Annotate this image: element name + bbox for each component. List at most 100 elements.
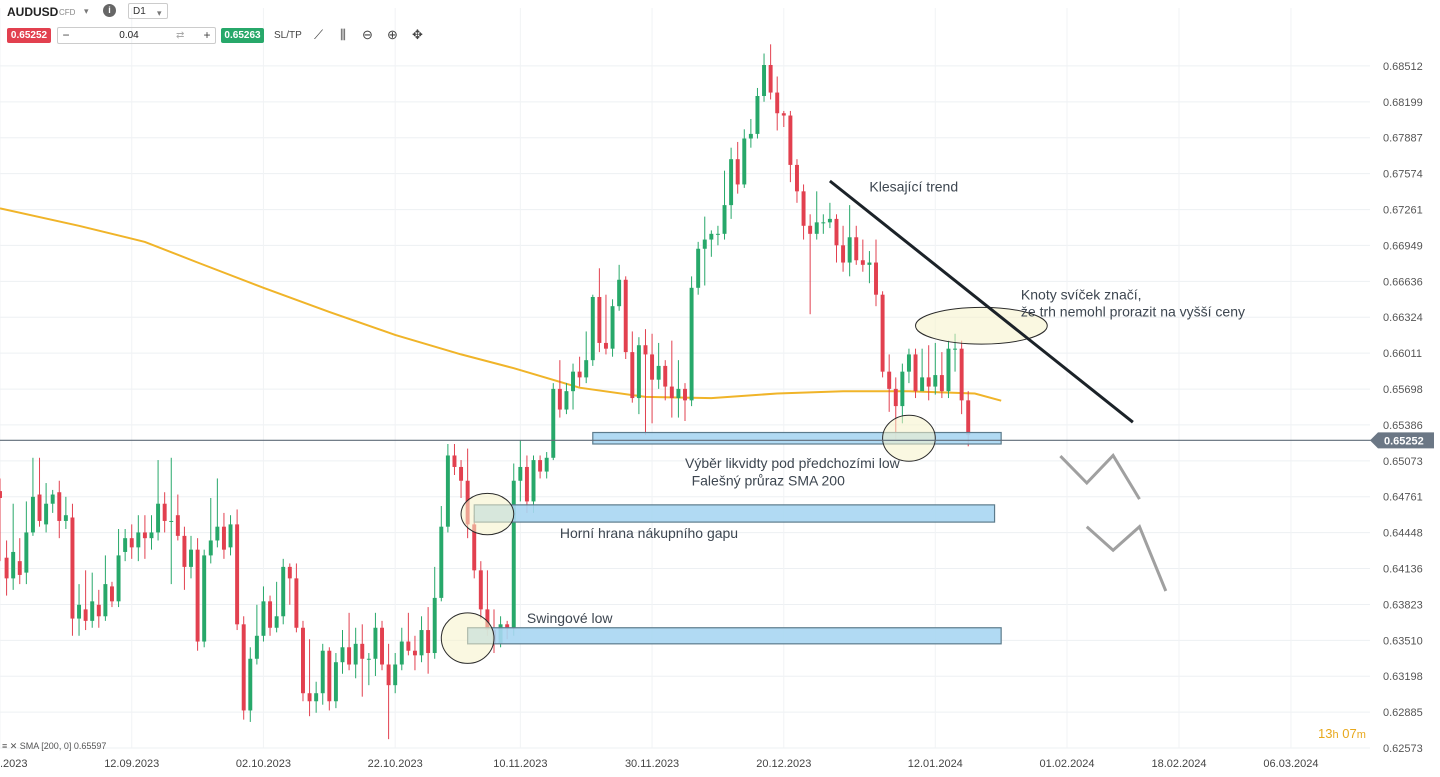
candle xyxy=(643,329,648,435)
candle-body xyxy=(531,460,536,502)
candle-body xyxy=(175,515,180,536)
candle xyxy=(794,159,799,203)
candle xyxy=(50,489,55,513)
candle xyxy=(827,202,832,229)
candle-body xyxy=(221,526,226,550)
candle xyxy=(274,581,279,633)
annotation-fake-break: Falešný průraz SMA 200 xyxy=(692,472,846,488)
time-axis[interactable]: 23.08.2023 12.09.2023 02.10.2023 22.10.2023… xyxy=(0,758,1318,770)
zones-layer xyxy=(467,431,1002,645)
x-tick-label: 23.08.2023 xyxy=(0,758,28,770)
candle-body xyxy=(959,348,964,401)
candle-countdown: 13h 07m xyxy=(1318,726,1366,741)
candle-body xyxy=(729,159,734,206)
increase-quantity-button[interactable]: + xyxy=(203,28,211,42)
candle-body xyxy=(617,279,622,307)
candle xyxy=(610,299,615,357)
candle xyxy=(37,457,42,527)
x-tick-label: 12.09.2023 xyxy=(104,758,159,770)
quantity-input[interactable]: 0.04 xyxy=(119,30,139,41)
symbol-dropdown-icon[interactable]: ▾ xyxy=(84,6,89,16)
candle-body xyxy=(788,115,793,165)
annotation-downtrend: Klesající trend xyxy=(869,178,958,194)
candle-body xyxy=(254,635,259,659)
candle-body xyxy=(274,616,279,628)
candle xyxy=(729,147,734,219)
sell-price-button[interactable]: 0.65252 xyxy=(7,28,51,43)
candle xyxy=(11,503,16,590)
candle xyxy=(571,363,576,410)
sma-indicator-legend[interactable]: ≡ ✕ SMA [200, 0] 0.65597 xyxy=(2,741,107,751)
quantity-stepper[interactable]: − 0.04 ⇄ + xyxy=(57,27,216,44)
candle xyxy=(261,586,266,642)
candle xyxy=(801,184,806,240)
candle-body xyxy=(57,492,62,521)
candle-body xyxy=(478,570,483,610)
candle xyxy=(669,340,674,418)
x-tick-label: 30.11.2023 xyxy=(625,758,679,770)
candle-body xyxy=(650,354,655,380)
liquidity-zone xyxy=(473,504,996,523)
line-tool-icon[interactable]: ⟋ xyxy=(314,27,324,42)
candle xyxy=(900,363,905,424)
decrease-quantity-button[interactable]: − xyxy=(62,28,70,42)
candle-body xyxy=(821,222,826,224)
candle-body xyxy=(847,237,852,263)
y-tick-label: 0.68199 xyxy=(1383,97,1423,109)
y-tick-label: 0.64761 xyxy=(1383,492,1423,504)
zoom-out-icon[interactable]: ⊖ xyxy=(362,27,373,42)
candle xyxy=(676,360,681,418)
candle xyxy=(175,494,180,541)
y-tick-label: 0.66011 xyxy=(1383,348,1422,360)
x-tick-label: 20.12.2023 xyxy=(756,758,811,770)
candle xyxy=(57,480,62,539)
candle xyxy=(847,205,852,277)
price-axis[interactable]: 0.68512 0.68199 0.67887 0.67574 0.67261 0.669… xyxy=(1383,61,1423,755)
candle xyxy=(281,558,286,625)
candle-body xyxy=(11,551,16,579)
candle xyxy=(327,647,332,711)
swap-icon[interactable]: ⇄ xyxy=(176,30,185,41)
candle xyxy=(913,348,918,399)
candle-body xyxy=(83,609,88,621)
candle xyxy=(123,528,128,562)
candle xyxy=(419,616,424,663)
candle-body xyxy=(327,650,332,702)
y-tick-label: 0.66636 xyxy=(1383,276,1423,288)
candle xyxy=(742,129,747,188)
candle-body xyxy=(4,557,9,579)
candle-body xyxy=(702,239,707,249)
candle xyxy=(268,595,273,636)
candle-body xyxy=(50,494,55,504)
zoom-in-icon[interactable]: ⊕ xyxy=(387,27,398,42)
highlight-ellipse xyxy=(915,306,1048,345)
candle xyxy=(946,340,951,399)
candle-body xyxy=(827,218,832,223)
symbol-label[interactable]: AUDUSD xyxy=(7,5,59,19)
candle-body xyxy=(96,604,101,617)
info-icon[interactable]: i xyxy=(103,4,116,17)
candle xyxy=(715,225,720,246)
candle xyxy=(538,455,543,479)
y-tick-label: 0.64136 xyxy=(1383,563,1423,575)
candle xyxy=(781,110,786,128)
candle xyxy=(314,681,319,713)
candle-body xyxy=(933,375,938,387)
timeframe-select[interactable]: D1 ▾ xyxy=(128,3,168,19)
candle-body xyxy=(472,524,477,571)
candle-type-icon[interactable]: ⫼ xyxy=(340,27,346,42)
candle xyxy=(70,503,75,636)
candles-layer xyxy=(0,44,971,740)
candle-body xyxy=(103,584,108,617)
crosshair-move-icon[interactable]: ✥ xyxy=(412,27,423,42)
candle xyxy=(531,455,536,513)
candle-body xyxy=(156,503,161,533)
candle-body xyxy=(77,604,82,619)
buy-price-button[interactable]: 0.65263 xyxy=(221,28,264,43)
y-tick-label: 0.65698 xyxy=(1383,384,1423,396)
sl-tp-button[interactable]: SL/TP xyxy=(274,30,302,41)
candle xyxy=(248,647,253,722)
candle xyxy=(841,225,846,272)
candle-body xyxy=(610,306,615,349)
